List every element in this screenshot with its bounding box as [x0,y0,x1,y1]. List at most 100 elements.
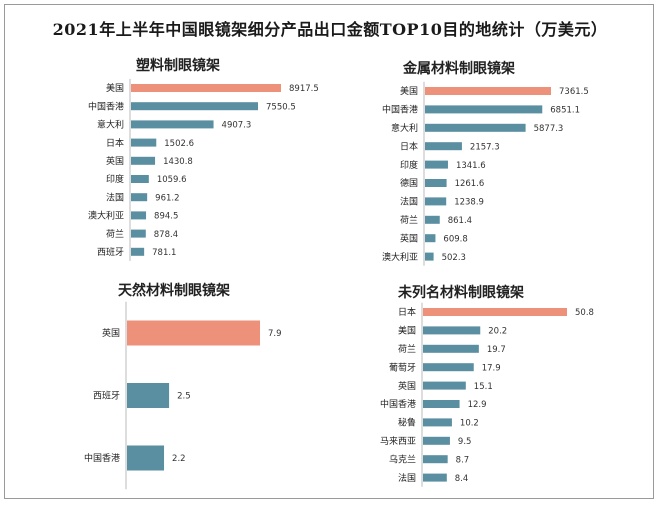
value-label-plastic-9: 781.1 [152,248,176,258]
bar-other-5 [423,400,460,408]
bar-metal-8 [425,234,436,243]
category-label-other-4: 英国 [398,380,416,392]
bar-plastic-0 [131,84,281,92]
bar-natural-2 [127,445,165,471]
category-label-natural-2: 中国香港 [84,452,120,464]
category-label-plastic-6: 法国 [106,191,124,203]
category-label-other-5: 中国香港 [380,398,416,410]
category-label-other-0: 日本 [398,306,416,318]
category-label-metal-1: 中国香港 [382,104,418,116]
value-label-plastic-1: 7550.5 [266,102,296,112]
bar-plastic-8 [131,229,146,238]
category-label-natural-0: 英国 [102,327,120,339]
value-label-plastic-6: 961.2 [155,193,179,203]
category-label-metal-7: 荷兰 [400,214,418,226]
bar-metal-9 [425,252,434,261]
bar-other-4 [423,381,466,390]
chart-frame [4,4,654,499]
bar-plastic-4 [131,156,156,165]
category-label-plastic-0: 美国 [106,82,124,94]
category-label-plastic-8: 荷兰 [106,228,124,240]
bar-other-2 [423,344,479,353]
bar-plastic-7 [131,211,147,220]
value-label-plastic-4: 1430.8 [163,157,193,167]
category-label-other-3: 葡萄牙 [389,361,416,373]
value-label-metal-4: 1341.6 [456,161,486,171]
value-label-plastic-0: 8917.5 [289,84,319,94]
value-label-other-9: 8.4 [455,474,469,484]
chart-title-metal: 金属材料制眼镜架 [403,61,515,77]
value-label-metal-0: 7361.5 [559,87,589,97]
bar-other-3 [423,363,474,372]
bar-plastic-5 [131,175,149,183]
bar-natural-1 [127,383,170,408]
value-label-other-1: 20.2 [488,327,507,337]
value-label-plastic-8: 878.4 [154,230,178,240]
value-label-other-3: 17.9 [482,363,501,373]
main-title: 2021年上半年中国眼镜架细分产品出口金额TOP10目的地统计（万美元） [52,20,608,39]
value-label-natural-0: 7.9 [268,329,282,339]
value-label-metal-8: 609.8 [443,234,467,244]
category-label-plastic-1: 中国香港 [88,100,124,112]
bar-metal-4 [425,160,448,169]
value-label-other-0: 50.8 [575,308,594,318]
category-label-metal-2: 意大利 [391,122,418,134]
bar-plastic-3 [131,138,157,147]
bar-metal-0 [425,87,551,95]
bar-plastic-6 [131,193,148,202]
value-label-metal-7: 861.4 [448,216,472,226]
category-label-metal-6: 法国 [400,196,418,208]
bar-other-7 [423,436,450,445]
category-label-other-1: 美国 [398,325,416,337]
bar-other-6 [423,418,452,427]
bar-other-8 [423,455,448,464]
bar-other-9 [423,473,447,482]
value-label-plastic-5: 1059.6 [157,175,187,185]
category-label-other-9: 法国 [398,472,416,484]
category-label-metal-9: 澳大利亚 [382,251,418,263]
value-label-metal-6: 1238.9 [454,198,484,208]
category-label-plastic-4: 英国 [106,155,124,167]
bar-metal-2 [425,123,526,132]
chart-title-plastic: 塑料制眼镜架 [136,58,220,74]
value-label-metal-3: 2157.3 [470,142,500,152]
value-label-other-8: 8.7 [456,455,470,465]
value-label-natural-1: 2.5 [177,392,191,402]
category-label-plastic-5: 印度 [106,173,124,185]
value-label-other-6: 10.2 [460,419,479,429]
category-label-plastic-7: 澳大利亚 [88,210,124,222]
category-label-plastic-2: 意大利 [97,119,124,131]
category-label-metal-0: 美国 [400,85,418,97]
bar-metal-5 [425,179,447,187]
bar-other-0 [423,308,567,316]
bar-metal-7 [425,215,440,224]
chart-title-natural: 天然材料制眼镜架 [118,283,230,299]
category-label-metal-3: 日本 [400,140,418,152]
value-label-metal-5: 1261.6 [455,179,485,189]
bar-metal-6 [425,197,447,206]
category-label-other-8: 乌克兰 [389,453,416,465]
category-label-metal-8: 英国 [400,232,418,244]
category-label-metal-4: 印度 [400,159,418,171]
chart-title-other: 未列名材料制眼镜架 [398,285,524,301]
value-label-other-7: 9.5 [458,437,472,447]
category-label-other-6: 秘鲁 [398,417,416,429]
category-label-other-7: 马来西亚 [380,436,416,447]
value-label-plastic-3: 1502.6 [164,139,194,149]
category-label-natural-1: 西班牙 [93,390,120,402]
value-label-other-4: 15.1 [474,382,493,392]
bar-plastic-2 [131,120,214,129]
category-label-plastic-9: 西班牙 [97,246,124,258]
value-label-metal-1: 6851.1 [550,106,580,116]
value-label-plastic-2: 4907.3 [222,121,252,131]
value-label-other-5: 12.9 [468,400,487,410]
bar-other-1 [423,326,481,335]
bar-metal-3 [425,142,462,151]
value-label-other-2: 19.7 [487,345,506,355]
category-label-plastic-3: 日本 [106,137,124,149]
bar-plastic-1 [131,102,259,111]
value-label-metal-2: 5877.3 [534,124,564,134]
value-label-natural-2: 2.2 [172,454,186,464]
bar-metal-1 [425,105,543,114]
